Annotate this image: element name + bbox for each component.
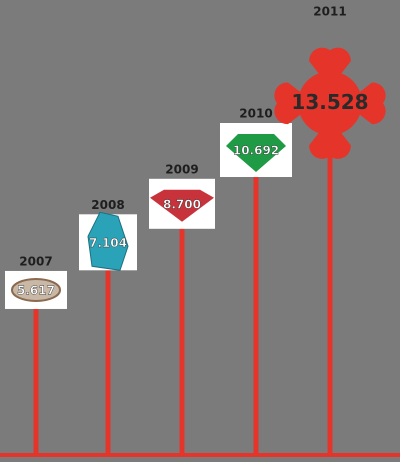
flower-petal	[345, 82, 386, 125]
flower-center	[298, 71, 362, 136]
petal-shape	[309, 47, 351, 89]
year-label: 2009	[165, 162, 198, 176]
year-label: 2010	[239, 107, 272, 121]
gem-icon	[226, 134, 286, 173]
bar	[105, 270, 111, 455]
value-label: 8.700	[163, 197, 201, 211]
flower-petal	[309, 47, 351, 89]
value-label: 5.617	[17, 283, 55, 297]
baseline	[0, 453, 400, 457]
flower-petal	[274, 82, 315, 125]
petal-shape	[309, 118, 351, 159]
bar	[179, 228, 185, 455]
year-label: 2007	[19, 254, 52, 268]
gem-icon	[87, 211, 129, 271]
year-label: 2008	[91, 198, 124, 212]
petal-shape	[274, 82, 315, 125]
bar	[33, 308, 39, 455]
petal-shape	[345, 82, 386, 125]
bar	[327, 103, 333, 455]
value-label: 7.104	[89, 236, 127, 250]
value-label: 13.528	[291, 90, 368, 114]
gem-icon	[150, 189, 214, 222]
gem-icon	[11, 277, 61, 302]
bar	[253, 177, 259, 455]
year-label: 2011	[313, 5, 346, 19]
flower-petal	[309, 118, 351, 159]
value-label: 10.692	[233, 144, 279, 158]
